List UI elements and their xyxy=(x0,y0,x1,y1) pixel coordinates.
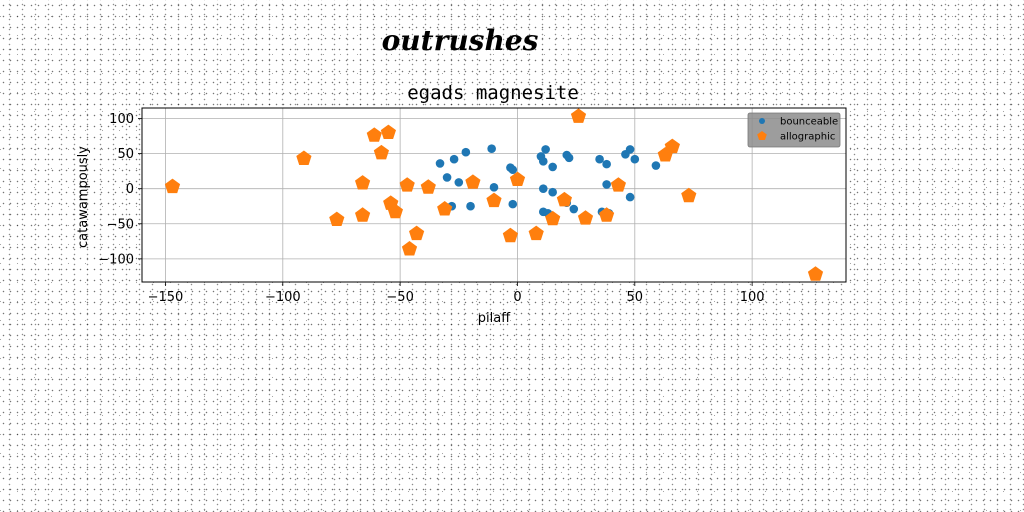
data-series xyxy=(164,108,824,281)
x-tick-label: −50 xyxy=(386,290,413,305)
point-allographic xyxy=(409,225,425,241)
legend-label-bounceable: bounceable xyxy=(780,117,838,128)
point-bounceable xyxy=(454,178,464,187)
point-bounceable xyxy=(442,173,452,182)
grid-lines xyxy=(142,108,846,282)
point-allographic xyxy=(528,225,544,241)
point-bounceable xyxy=(487,144,496,153)
x-tick-label: −100 xyxy=(265,290,301,305)
point-bounceable xyxy=(548,162,557,172)
plot-frame xyxy=(141,107,847,283)
point-bounceable xyxy=(569,204,579,214)
point-allographic xyxy=(380,124,396,139)
point-allographic xyxy=(681,187,697,203)
point-allographic xyxy=(164,178,181,194)
point-bounceable xyxy=(435,159,445,168)
point-bounceable xyxy=(538,157,548,166)
point-allographic xyxy=(502,227,518,243)
point-allographic xyxy=(509,171,526,186)
point-allographic xyxy=(545,210,561,226)
point-bounceable xyxy=(651,161,661,170)
point-allographic xyxy=(437,201,453,216)
point-bounceable xyxy=(625,192,635,202)
point-allographic xyxy=(399,177,415,192)
plot-title: egads magnesite xyxy=(407,82,579,104)
point-allographic xyxy=(599,207,615,222)
point-bounceable xyxy=(489,182,499,192)
point-allographic xyxy=(556,191,572,207)
legend-label-allographic: allographic xyxy=(780,132,835,143)
point-allographic xyxy=(296,150,312,165)
x-tick-label: 50 xyxy=(627,290,644,305)
point-allographic xyxy=(465,174,481,189)
point-bounceable xyxy=(449,154,459,164)
point-bounceable xyxy=(564,153,574,163)
point-bounceable xyxy=(630,154,640,164)
y-tick-label: −100 xyxy=(98,252,134,267)
x-axis-label: pilaff xyxy=(478,311,511,326)
axis-ticks: −150 −100 −50 0 50 100 −100 −50 0 50 100 xyxy=(98,112,764,305)
point-allographic xyxy=(355,207,371,222)
point-allographic xyxy=(577,210,594,225)
point-bounceable xyxy=(538,184,548,193)
point-bounceable xyxy=(602,180,611,189)
point-bounceable xyxy=(508,165,518,175)
x-tick-label: 100 xyxy=(740,290,765,305)
point-bounceable xyxy=(461,147,471,157)
point-bounceable xyxy=(625,145,635,154)
point-bounceable xyxy=(466,201,475,211)
legend-marker-bounceable xyxy=(759,118,765,124)
point-allographic xyxy=(610,177,626,192)
point-allographic xyxy=(807,266,824,281)
point-allographic xyxy=(570,108,587,123)
point-allographic xyxy=(664,138,680,154)
y-tick-label: −50 xyxy=(107,217,134,232)
legend: bounceable allographic xyxy=(747,112,841,148)
point-allographic xyxy=(373,144,389,160)
figure-suptitle: outrushes xyxy=(382,24,539,57)
x-tick-label: 0 xyxy=(513,290,521,305)
point-allographic xyxy=(329,211,345,226)
point-allographic xyxy=(355,175,371,190)
y-tick-label: 50 xyxy=(117,147,134,162)
legend-marker-allographic xyxy=(757,131,767,140)
point-allographic xyxy=(366,127,382,142)
x-tick-label: −150 xyxy=(148,290,184,305)
point-bounceable xyxy=(595,154,604,164)
point-bounceable xyxy=(548,187,557,197)
y-axis-label: catawampously xyxy=(76,146,91,248)
point-allographic xyxy=(420,179,436,194)
y-tick-label: 0 xyxy=(126,182,134,197)
series-allographic xyxy=(164,108,824,281)
point-bounceable xyxy=(508,199,518,209)
y-tick-label: 100 xyxy=(109,112,134,127)
point-allographic xyxy=(401,241,418,256)
point-bounceable xyxy=(602,159,611,169)
legend-box xyxy=(747,112,841,148)
point-bounceable xyxy=(541,145,550,154)
point-allographic xyxy=(387,203,403,219)
point-allographic xyxy=(486,192,502,208)
